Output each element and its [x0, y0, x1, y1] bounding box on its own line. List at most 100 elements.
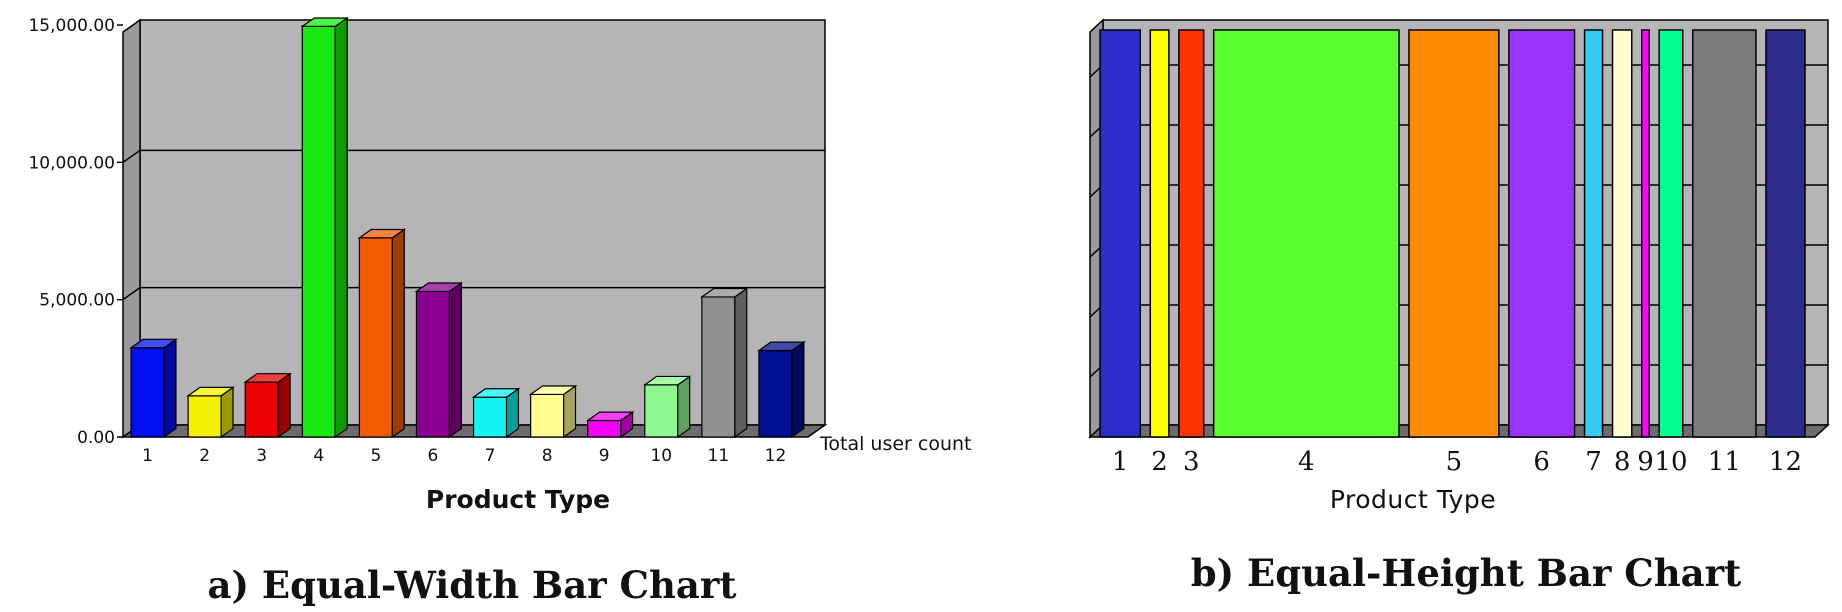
- y-tick-label: 10,000.00: [28, 153, 115, 173]
- x-tick-label: 9: [1637, 447, 1654, 477]
- bar-top: [243, 373, 292, 383]
- bar-side: [163, 338, 177, 439]
- bar-front: [758, 349, 793, 438]
- bar-side: [334, 16, 348, 439]
- bar: [585, 410, 635, 439]
- x-tick-label: 1: [142, 446, 153, 466]
- bar-top: [129, 338, 178, 349]
- chart-b-x-axis-title: Product Type: [1330, 485, 1496, 514]
- bar: [1149, 29, 1170, 438]
- x-tick-label: 11: [708, 446, 730, 466]
- bar-front: [701, 296, 736, 438]
- x-tick-label: 7: [485, 446, 496, 466]
- bar: [757, 340, 806, 439]
- bar: [1611, 29, 1633, 438]
- bar-front: [472, 396, 508, 438]
- bar-top: [699, 287, 749, 298]
- x-tick-label: 5: [370, 446, 381, 466]
- x-tick-label: 10: [650, 446, 672, 466]
- chart-b-x-ticks: 1 2 3 4 5 6 7 8 9 10 11 12: [1112, 447, 1802, 477]
- x-tick-label: 1: [1112, 447, 1129, 477]
- chart-a-series-label: Total user count: [819, 433, 972, 455]
- chart-a-x-ticks: 1 2 3 4 5 6 7 8 9 10 11 12: [142, 446, 786, 466]
- bar: [186, 386, 235, 439]
- chart-a-y-ticks: 0.00 5,000.00 10,000.00 15,000.00: [28, 16, 123, 448]
- bar-front: [530, 393, 565, 438]
- bar-front: [244, 381, 279, 438]
- bar-front: [187, 395, 222, 438]
- bar-side: [677, 375, 691, 439]
- bar: [1099, 29, 1142, 438]
- bar: [1658, 29, 1684, 438]
- y-tick-label: 0.00: [77, 428, 115, 448]
- x-tick-label: 3: [1183, 447, 1200, 477]
- bar: [1408, 29, 1500, 438]
- x-tick-label: 3: [256, 446, 267, 466]
- x-tick-label: 6: [1533, 447, 1550, 477]
- bar: [1765, 29, 1806, 438]
- x-tick-label: 8: [542, 446, 553, 466]
- x-tick-label: 2: [199, 446, 210, 466]
- x-tick-label: 5: [1446, 447, 1463, 477]
- bar-top: [186, 386, 235, 397]
- bar: [357, 228, 407, 439]
- x-tick-label: 12: [765, 446, 787, 466]
- bar: [528, 384, 578, 439]
- y-tick-label: 15,000.00: [28, 16, 115, 36]
- bar-top: [585, 411, 635, 422]
- x-tick-label: 11: [1708, 447, 1741, 477]
- bar-front: [301, 25, 336, 438]
- bar: [243, 372, 292, 439]
- x-tick-label: 9: [599, 446, 610, 466]
- bar-top: [757, 341, 806, 352]
- equal-height-bar-chart: 1 2 3 4 5 6 7 8 9 10 11 12 Product Type b) Equal-He…: [1088, 18, 1830, 595]
- bar-top: [357, 228, 407, 239]
- bar: [1640, 29, 1650, 438]
- x-tick-label: 7: [1585, 447, 1602, 477]
- bar-top: [300, 17, 350, 27]
- bar: [1691, 29, 1757, 438]
- chart-b-caption: b) Equal-Height Bar Chart: [1191, 551, 1741, 595]
- gridline: [122, 149, 825, 163]
- bar: [1178, 29, 1205, 438]
- bar-top: [414, 282, 464, 293]
- bar-front: [587, 419, 622, 438]
- bar-top: [471, 388, 521, 398]
- x-tick-label: 6: [428, 446, 439, 466]
- x-tick-label: 4: [313, 446, 324, 466]
- bar-side: [277, 372, 291, 439]
- gridline: [122, 286, 825, 301]
- bar-front: [644, 384, 679, 438]
- x-tick-label: 8: [1614, 447, 1631, 477]
- bar: [471, 387, 521, 439]
- bar: [1583, 29, 1604, 438]
- bar: [642, 375, 692, 439]
- chart-a-x-axis-title: Product Type: [426, 485, 610, 514]
- y-tick-label: 5,000.00: [39, 291, 115, 311]
- bar: [300, 16, 350, 439]
- bar-front: [415, 290, 451, 438]
- chart-a-caption: a) Equal-Width Bar Chart: [208, 563, 737, 607]
- chart-a-gridlines: [122, 149, 825, 301]
- chart-a-bars: [129, 16, 806, 439]
- x-tick-label: 2: [1151, 447, 1168, 477]
- bar-side: [791, 340, 805, 439]
- x-tick-label: 4: [1298, 447, 1315, 477]
- bar-top: [642, 375, 692, 386]
- chart-b-bars: [1099, 29, 1806, 438]
- bar: [1508, 29, 1576, 438]
- bar: [1212, 29, 1400, 438]
- bar: [129, 338, 178, 439]
- x-tick-label: 12: [1769, 447, 1802, 477]
- bar-side: [448, 281, 462, 439]
- bar-top: [528, 385, 578, 396]
- bar-side: [734, 287, 748, 439]
- bar: [414, 281, 464, 439]
- bar-front: [130, 347, 165, 438]
- bar-side: [391, 228, 405, 439]
- x-tick-label: 10: [1654, 447, 1687, 477]
- bar: [699, 287, 749, 439]
- bar-front: [358, 237, 393, 438]
